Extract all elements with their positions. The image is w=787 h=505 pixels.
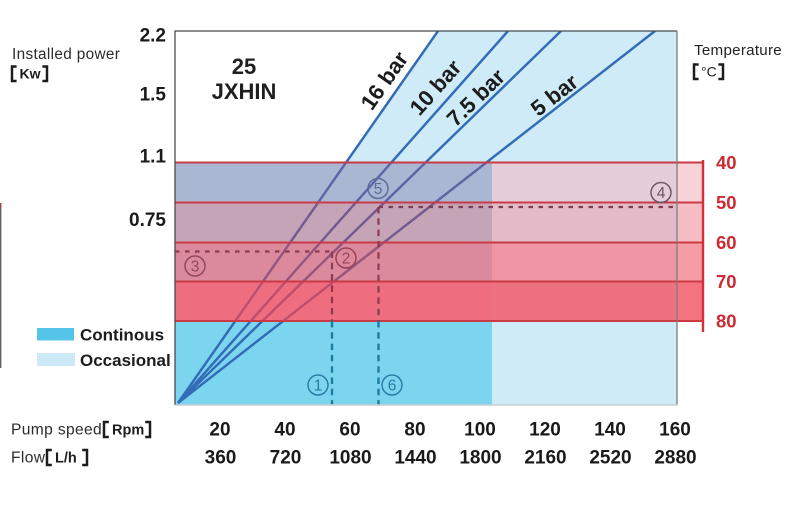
svg-text:Pump speed: Pump speed	[11, 422, 102, 439]
svg-text:80: 80	[716, 310, 737, 331]
svg-text:2.2: 2.2	[140, 26, 166, 47]
svg-text:1800: 1800	[459, 448, 501, 469]
svg-text:JXHIN: JXHIN	[212, 79, 277, 104]
svg-text:50: 50	[716, 192, 737, 213]
svg-text:2520: 2520	[589, 448, 631, 469]
svg-text:1080: 1080	[329, 448, 371, 469]
svg-text:1.1: 1.1	[140, 147, 167, 168]
svg-text:1: 1	[314, 377, 323, 394]
svg-text:160: 160	[659, 420, 691, 441]
svg-text:60: 60	[339, 420, 360, 441]
svg-text:60: 60	[716, 232, 737, 253]
svg-text:360: 360	[205, 448, 237, 469]
svg-text:70: 70	[716, 271, 737, 292]
svg-text:Kw: Kw	[20, 66, 41, 82]
svg-text:°C: °C	[701, 64, 717, 80]
svg-text:Installed power: Installed power	[12, 46, 120, 63]
svg-text:140: 140	[594, 420, 626, 441]
svg-text:2: 2	[342, 250, 351, 267]
svg-text:5: 5	[374, 181, 383, 198]
svg-text:Occasional: Occasional	[80, 351, 171, 370]
svg-text:L/h: L/h	[55, 451, 77, 467]
svg-text:25: 25	[232, 54, 256, 79]
svg-text:Continous: Continous	[80, 326, 164, 345]
svg-text:40: 40	[716, 152, 737, 173]
svg-text:2880: 2880	[654, 448, 696, 469]
svg-text:4: 4	[657, 185, 666, 202]
svg-text:Temperature: Temperature	[694, 42, 782, 59]
svg-text:1.5: 1.5	[140, 85, 167, 106]
svg-text:2160: 2160	[524, 448, 566, 469]
svg-text:3: 3	[191, 258, 200, 275]
svg-text:Rpm: Rpm	[112, 423, 144, 439]
svg-text:80: 80	[404, 420, 425, 441]
svg-text:Flow: Flow	[11, 450, 46, 467]
svg-text:20: 20	[209, 420, 230, 441]
svg-text:40: 40	[274, 420, 295, 441]
svg-text:100: 100	[464, 420, 496, 441]
svg-text:0.75: 0.75	[129, 210, 166, 231]
svg-text:720: 720	[270, 448, 302, 469]
svg-text:6: 6	[388, 377, 397, 394]
svg-text:120: 120	[529, 420, 561, 441]
svg-text:1440: 1440	[394, 448, 436, 469]
